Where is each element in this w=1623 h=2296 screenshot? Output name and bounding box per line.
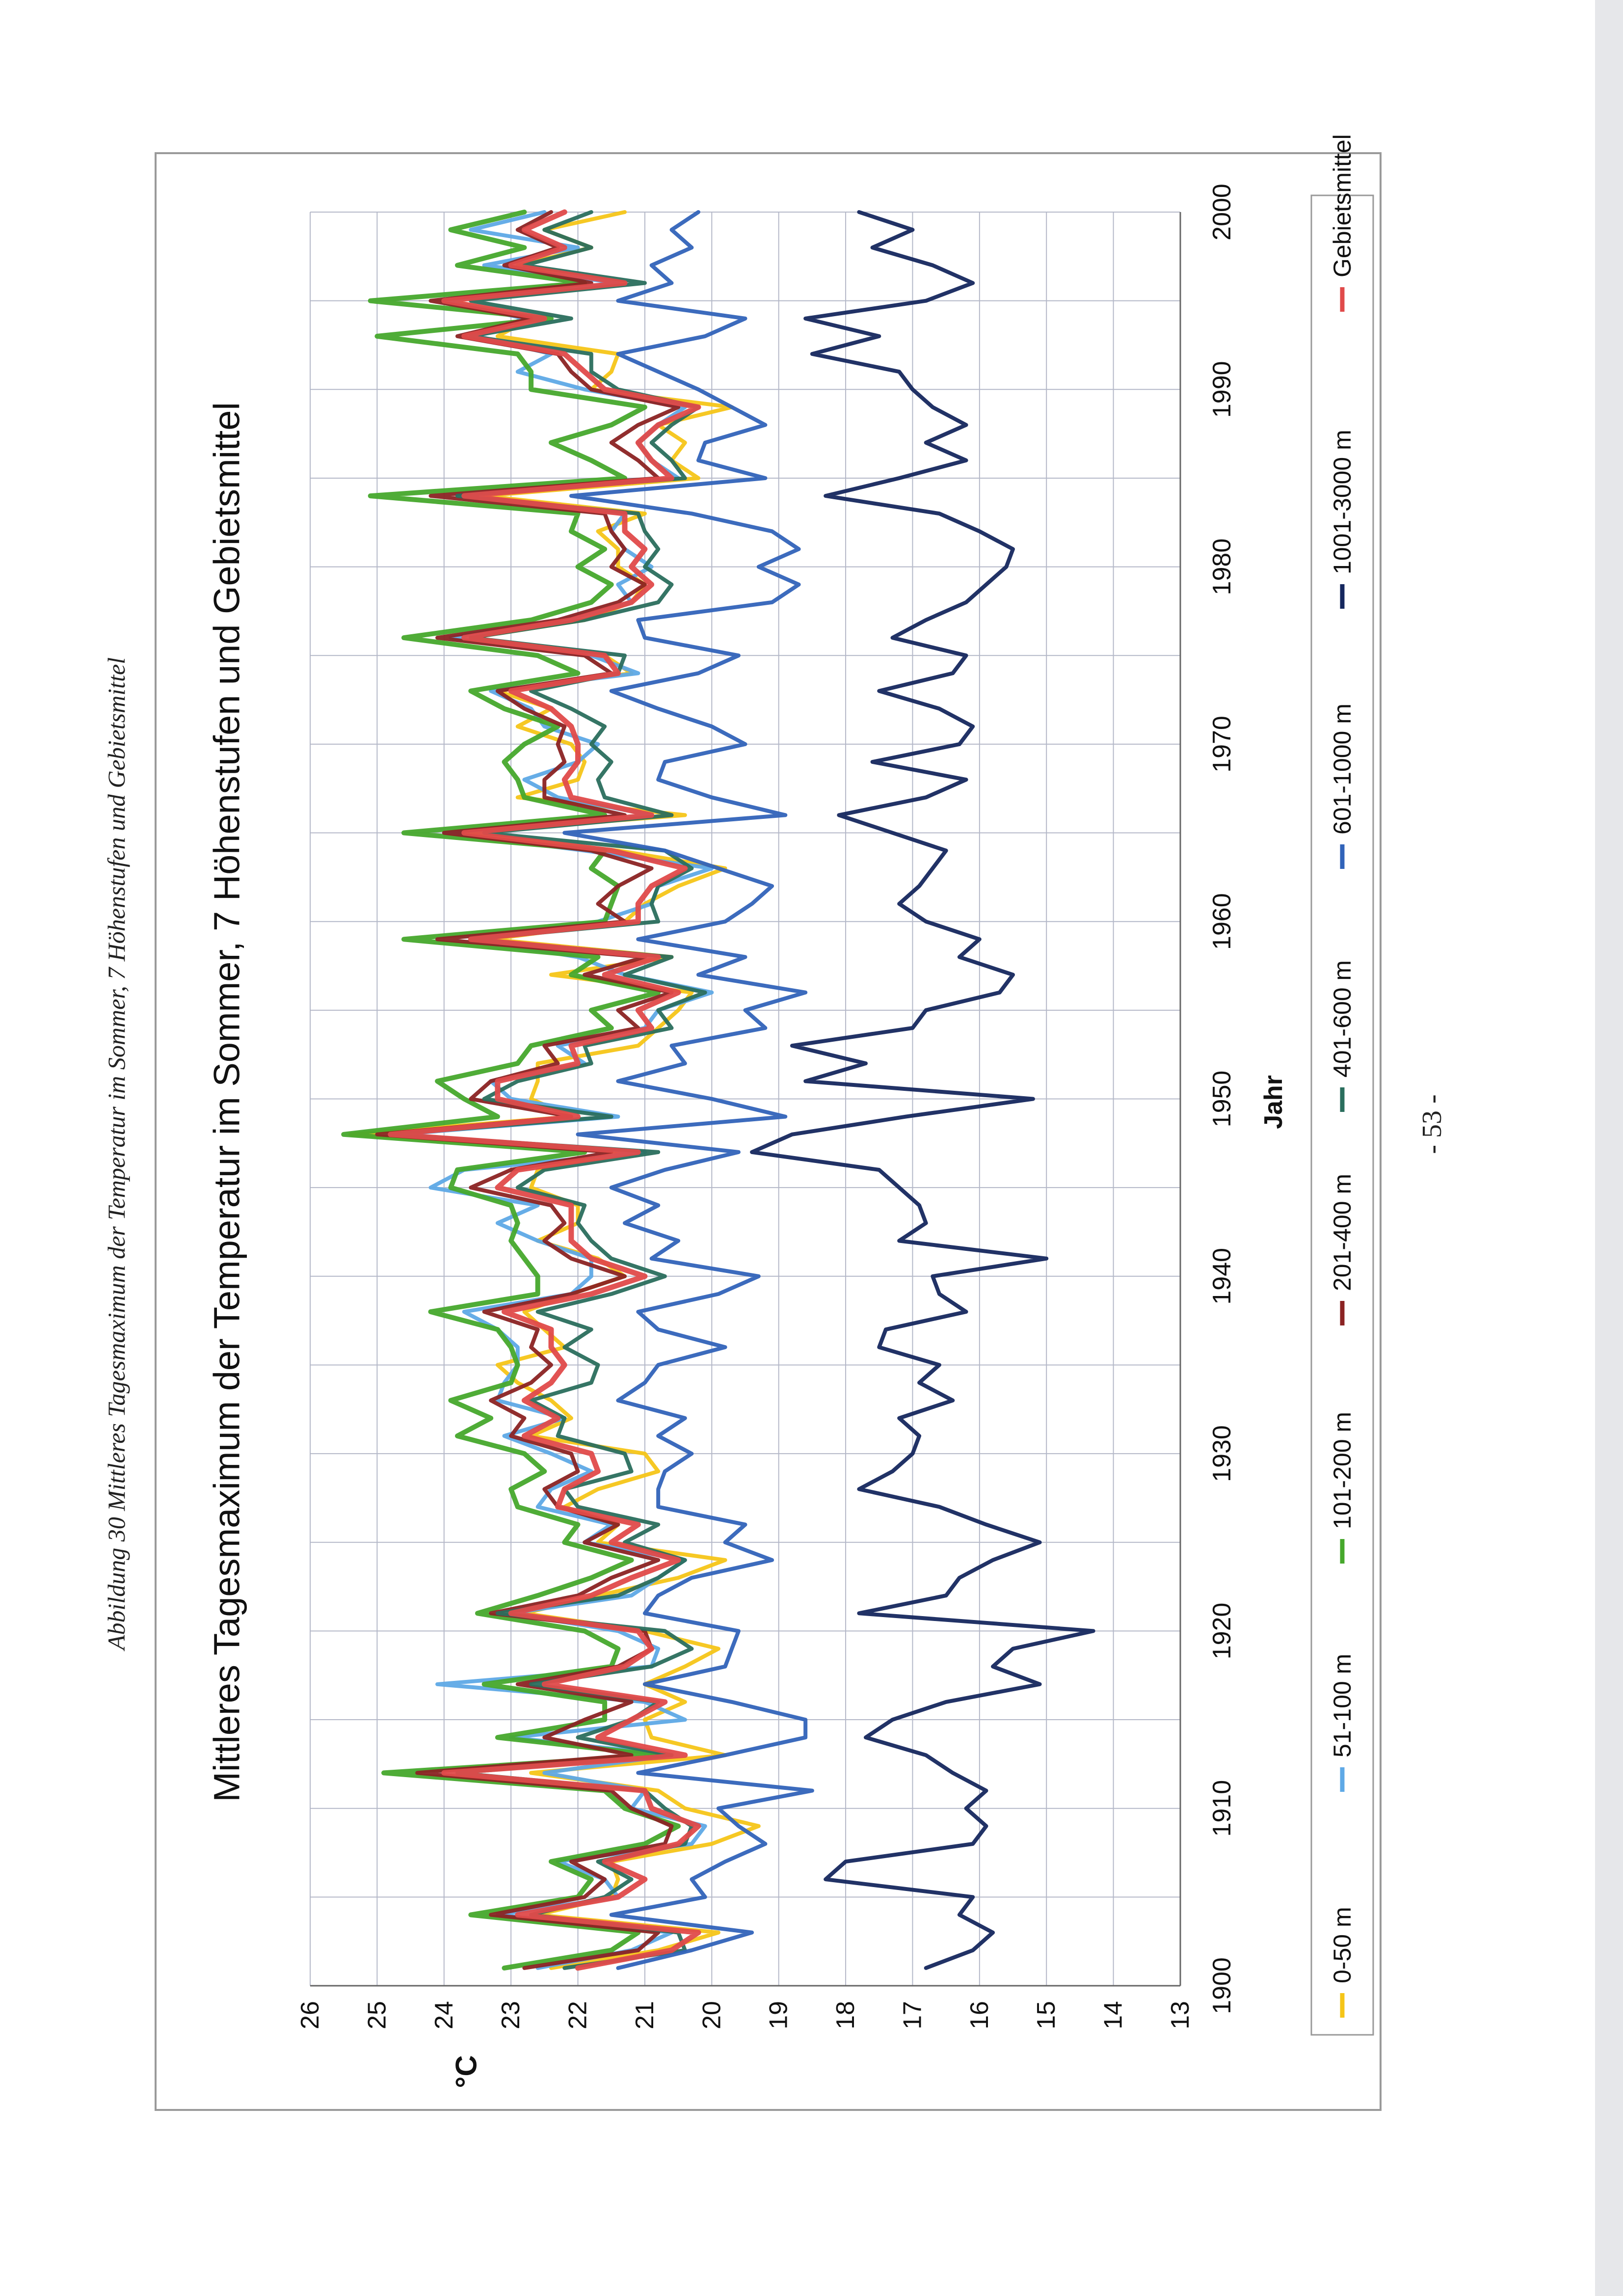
temp-tick-label-18: 18 (831, 2001, 860, 2029)
temp-tick-label-20: 20 (697, 2001, 726, 2029)
year-tick-label-1920: 1920 (1208, 1603, 1236, 1660)
year-tick-label-1930: 1930 (1208, 1425, 1236, 1482)
temp-tick-label-15: 15 (1032, 2001, 1061, 2029)
series-layer (341, 209, 1095, 1971)
year-tick-label-1960: 1960 (1208, 893, 1236, 950)
year-tick-label-1980: 1980 (1208, 539, 1236, 595)
temp-tick-label-26: 26 (296, 2001, 324, 2029)
temp-tick-label-23: 23 (497, 2001, 525, 2029)
year-tick-label-1900: 1900 (1208, 1957, 1236, 2014)
chart-title: Mittleres Tagesmaximum der Temperatur im… (207, 402, 247, 1802)
series-line-3 (375, 210, 681, 1970)
year-tick-label-1950: 1950 (1208, 1071, 1236, 1128)
temp-tick-label-24: 24 (430, 2001, 458, 2029)
legend-label-6: 1001-3000 m (1329, 430, 1356, 574)
year-tick-label-2000: 2000 (1208, 184, 1236, 241)
year-tick-label-1910: 1910 (1208, 1780, 1236, 1837)
title-layer: Mittleres Tagesmaximum der Temperatur im… (207, 402, 247, 1802)
legend-box (1310, 194, 1374, 2036)
legend-label-5: 601-1000 m (1329, 703, 1356, 835)
page-edge (1595, 0, 1623, 2296)
series-line-5 (562, 210, 814, 1970)
temp-tick-label-21: 21 (631, 2001, 659, 2029)
legend-label-2: 101-200 m (1329, 1412, 1356, 1529)
legend-label-3: 201-400 m (1329, 1174, 1356, 1291)
axis-layer: 1314151617181920212223242526190019101920… (296, 184, 1288, 2088)
temp-tick-label-22: 22 (564, 2001, 592, 2029)
temp-tick-label-13: 13 (1166, 2001, 1195, 2029)
series-line-6 (750, 210, 1095, 1970)
temp-tick-label-25: 25 (363, 2001, 391, 2029)
temp-tick-label-14: 14 (1099, 2001, 1128, 2029)
year-tick-label-1990: 1990 (1208, 361, 1236, 418)
year-tick-label-1940: 1940 (1208, 1248, 1236, 1305)
legend-label-4: 401-600 m (1329, 960, 1356, 1078)
legend-label-7: Gebietsmittel (1329, 134, 1356, 277)
series-line-0 (348, 210, 761, 1970)
y-axis-label: °C (450, 2055, 483, 2088)
legend-layer: 0-50 m 51-100 m 101-200 m 201-400 m 401-600 … (1310, 134, 1374, 2036)
year-tick-label-1970: 1970 (1208, 716, 1236, 773)
series-line-7 (388, 209, 701, 1971)
temp-tick-label-16: 16 (965, 2001, 994, 2029)
x-axis-label: Jahr (1259, 1075, 1288, 1129)
series-line-2 (341, 210, 681, 1971)
temp-tick-label-17: 17 (898, 2001, 927, 2029)
temp-tick-label-19: 19 (765, 2001, 793, 2029)
legend-label-1: 51-100 m (1329, 1654, 1356, 1757)
legend-label-0: 0-50 m (1329, 1907, 1356, 1983)
